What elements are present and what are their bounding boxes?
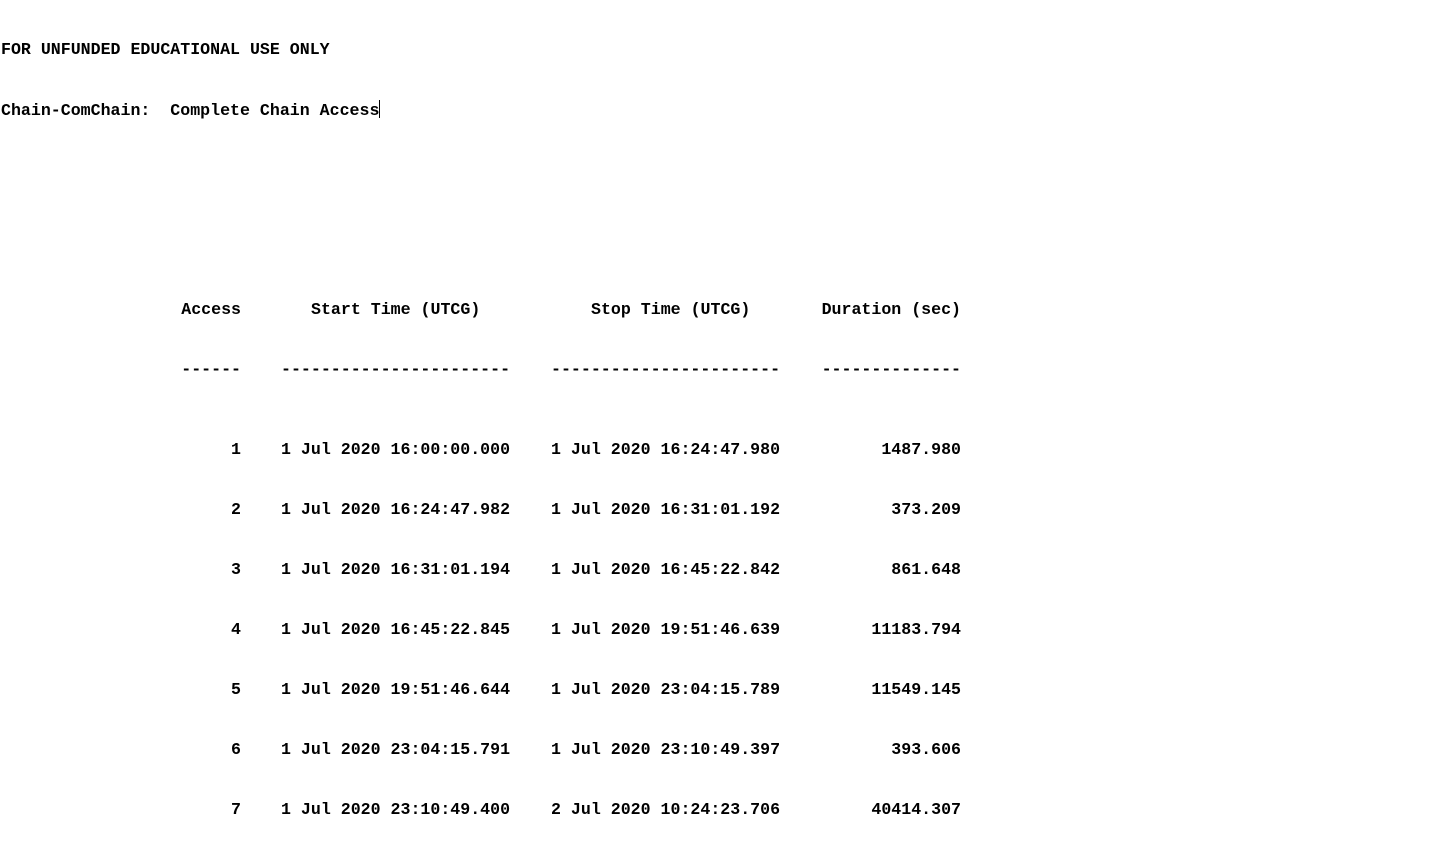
underline-start: ----------------------- [281,360,511,379]
table-header-underline: ------ ----------------------- ---------… [1,360,961,380]
column-header-duration: Duration (sec) [821,300,961,319]
text-cursor [379,100,381,118]
duration: 11183.794 [871,620,961,639]
access-number: 4 [231,620,241,639]
stop-time: 1 Jul 2020 16:31:01.192 [551,500,781,519]
stop-time: 1 Jul 2020 16:45:22.842 [551,560,781,579]
column-header-access: Access [181,300,241,319]
stop-time: 2 Jul 2020 10:24:23.706 [551,800,781,819]
start-time: 1 Jul 2020 16:24:47.982 [281,500,511,519]
access-number: 5 [231,680,241,699]
table-row: 7 1 Jul 2020 23:10:49.400 2 Jul 2020 10:… [1,800,961,820]
duration: 11549.145 [871,680,961,699]
access-number: 6 [231,740,241,759]
stop-time: 1 Jul 2020 23:04:15.789 [551,680,781,699]
start-time: 1 Jul 2020 16:45:22.845 [281,620,511,639]
access-report: FOR UNFUNDED EDUCATIONAL USE ONLY Chain-… [1,0,961,856]
title-line: Chain-ComChain: Complete Chain Access [1,100,381,120]
column-header-stop: Stop Time (UTCG) [591,300,751,319]
access-number: 7 [231,800,241,819]
start-time: 1 Jul 2020 23:04:15.791 [281,740,511,759]
duration: 373.209 [891,500,961,519]
underline-duration: -------------- [821,360,961,379]
stop-time: 1 Jul 2020 23:10:49.397 [551,740,781,759]
table-row: 3 1 Jul 2020 16:31:01.194 1 Jul 2020 16:… [1,560,961,580]
report-title: Chain-ComChain: Complete Chain Access [1,100,381,120]
access-number: 2 [231,500,241,519]
stop-time: 1 Jul 2020 19:51:46.639 [551,620,781,639]
start-time: 1 Jul 2020 23:10:49.400 [281,800,511,819]
duration: 40414.307 [871,800,961,819]
table-header: Access Start Time (UTCG) Stop Time (UTCG… [1,300,961,320]
start-time: 1 Jul 2020 19:51:46.644 [281,680,511,699]
blank-line [1,160,41,180]
column-header-start: Start Time (UTCG) [311,300,481,319]
table-row: 1 1 Jul 2020 16:00:00.000 1 Jul 2020 16:… [1,440,961,460]
educational-notice: FOR UNFUNDED EDUCATIONAL USE ONLY [1,40,330,59]
table-row: 5 1 Jul 2020 19:51:46.644 1 Jul 2020 23:… [1,680,961,700]
table-row: 6 1 Jul 2020 23:04:15.791 1 Jul 2020 23:… [1,740,961,760]
duration: 393.606 [891,740,961,759]
notice-line: FOR UNFUNDED EDUCATIONAL USE ONLY [1,40,330,60]
start-time: 1 Jul 2020 16:31:01.194 [281,560,511,579]
blank-line [1,220,41,240]
stop-time: 1 Jul 2020 16:24:47.980 [551,440,781,459]
duration: 861.648 [891,560,961,579]
table-row: 4 1 Jul 2020 16:45:22.845 1 Jul 2020 19:… [1,620,961,640]
access-number: 1 [231,440,241,459]
table-row: 2 1 Jul 2020 16:24:47.982 1 Jul 2020 16:… [1,500,961,520]
underline-stop: ----------------------- [551,360,781,379]
access-number: 3 [231,560,241,579]
underline-access: ------ [181,360,241,379]
start-time: 1 Jul 2020 16:00:00.000 [281,440,511,459]
duration: 1487.980 [881,440,961,459]
